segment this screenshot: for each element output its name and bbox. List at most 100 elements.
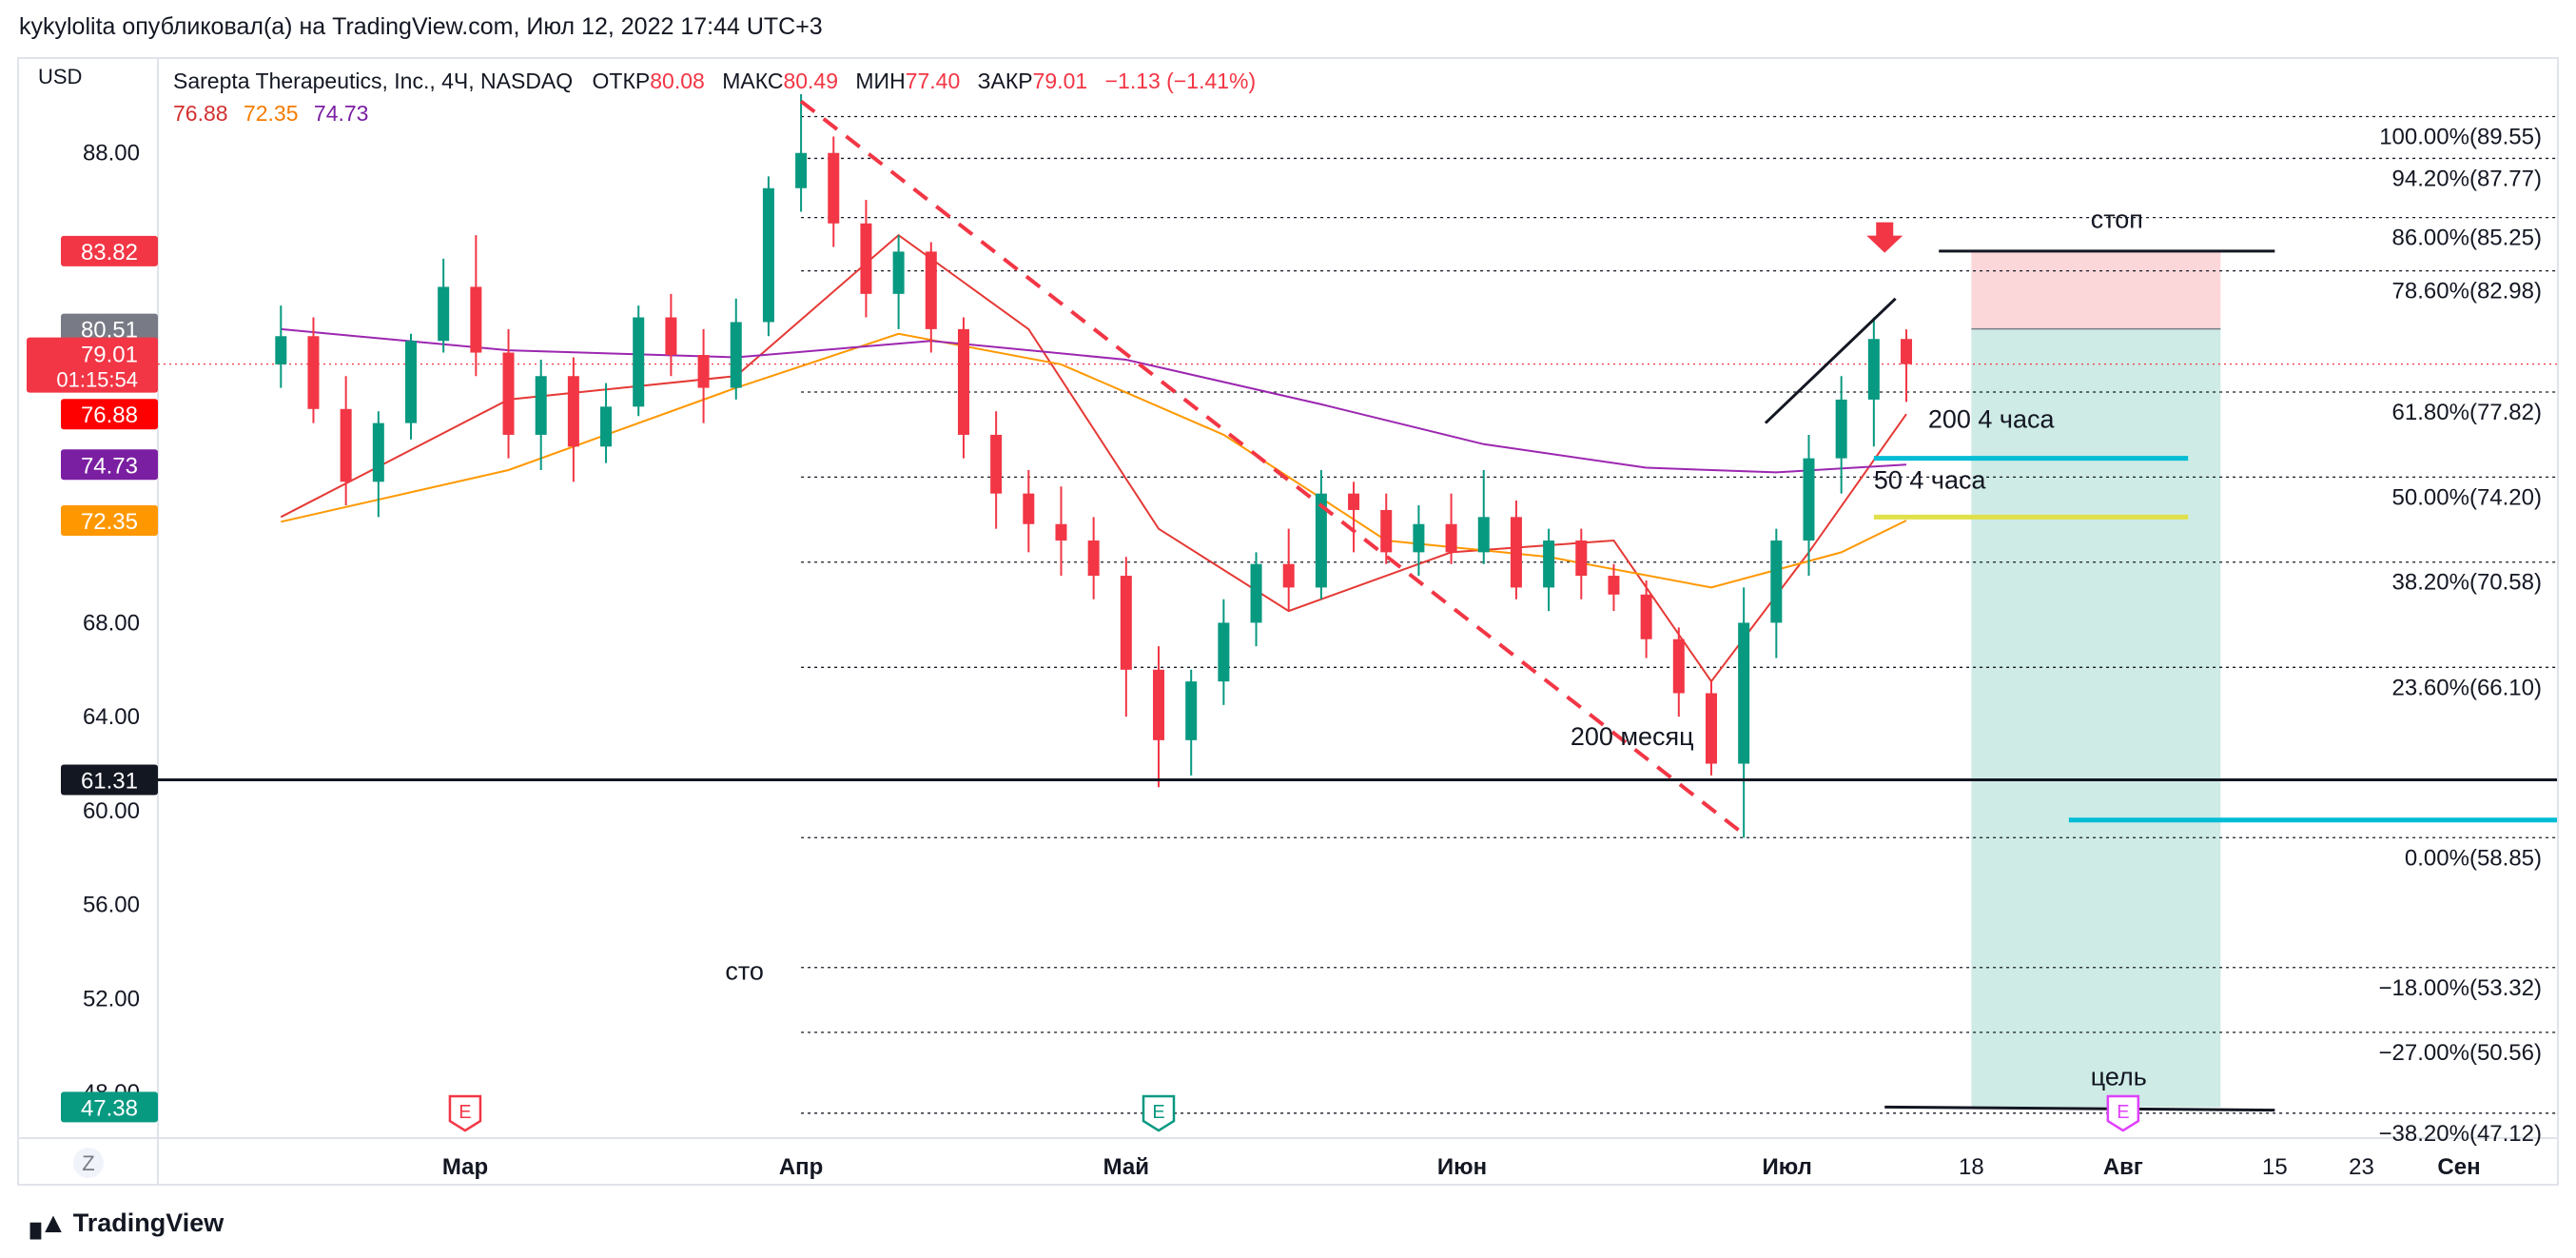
fib-levels[interactable]: 100.00%(89.55) 94.20%(87.77) 86.00%(85.25)…	[158, 115, 2557, 1147]
time-tick-label: Авг	[2103, 1154, 2143, 1180]
drawings[interactable]: стоп цель 200 4 часа 50 4 часа 200 месяц сто	[158, 99, 2557, 1112]
candle-body	[1413, 523, 1425, 553]
price-badge-label: 74.73	[81, 453, 138, 479]
candle-body	[1510, 517, 1522, 588]
candle-body	[275, 336, 287, 364]
price-badges: 83.8280.5179.0101:15:5476.8874.7372.3561…	[27, 235, 158, 1123]
earnings-icon[interactable]	[1142, 1094, 1176, 1132]
candle-body	[470, 286, 482, 353]
stop-zone[interactable]	[1971, 250, 2221, 329]
earnings-icon[interactable]	[448, 1094, 482, 1132]
candle-body	[990, 434, 1003, 494]
time-tick-label: 15	[2262, 1154, 2288, 1180]
ma200-month-label[interactable]: 200 месяц	[1571, 722, 1694, 751]
target-zone[interactable]	[1971, 328, 2221, 1108]
candle-body	[438, 286, 450, 342]
candle-body	[502, 352, 515, 435]
rising-line[interactable]	[1764, 297, 1897, 424]
ema-orange-line	[281, 332, 1907, 589]
time-tick-label: 18	[1959, 1154, 1984, 1180]
open-label: ОТКР	[593, 69, 651, 93]
candle-body	[957, 328, 969, 435]
price-badge-label: 76.88	[81, 403, 138, 428]
earnings-label: E	[2117, 1102, 2129, 1123]
price-badge-label: 72.35	[81, 509, 138, 535]
low-value: 77.40	[906, 69, 961, 93]
price-badge-label: 47.38	[81, 1095, 138, 1121]
earnings-label: E	[459, 1102, 471, 1123]
price-tick-label: 64.00	[83, 704, 140, 730]
publisher-line: kykylolita опубликовал(а) на TradingView…	[19, 13, 823, 40]
timezone-button-label: Z	[82, 1151, 94, 1175]
candle-body	[1867, 339, 1880, 400]
price-tick-label: 52.00	[83, 986, 140, 1012]
price-badge	[61, 235, 158, 266]
high-value: 80.49	[783, 69, 838, 93]
ma200-4h-label[interactable]: 200 4 часа	[1928, 405, 2056, 434]
price-badge	[27, 337, 158, 393]
target-label[interactable]: цель	[2091, 1063, 2147, 1091]
candle-body	[1380, 509, 1393, 553]
candle-body	[600, 406, 613, 447]
fib-level-label: −38.20%(47.12)	[2379, 1121, 2542, 1147]
candle-body	[535, 376, 547, 435]
candle-body	[892, 251, 905, 294]
time-tick-label: Сен	[2437, 1154, 2480, 1180]
ma50-4h-label[interactable]: 50 4 часа	[1874, 466, 1987, 495]
candle-body	[1640, 594, 1652, 639]
price-badge	[61, 1091, 158, 1123]
earnings-icon[interactable]	[2106, 1094, 2140, 1132]
tradingview-logo-icon: ▗▲	[19, 1208, 68, 1239]
target-line[interactable]	[1884, 1105, 2275, 1112]
price-badge-label: 83.82	[81, 240, 138, 265]
stop-label[interactable]: стоп	[2091, 206, 2143, 234]
candle-body	[372, 423, 384, 482]
candles	[275, 94, 1913, 838]
change-value: −1.13 (−1.41%)	[1105, 69, 1257, 93]
chart-frame[interactable]	[17, 57, 2559, 1186]
time-tick-label: Апр	[779, 1154, 824, 1180]
candle-body	[1445, 523, 1457, 553]
candle-body	[1218, 622, 1230, 682]
indicator-value-2: 72.35	[244, 101, 299, 126]
fib-level-label: −18.00%(53.32)	[2379, 975, 2542, 1001]
fib-level-label: 100.00%(89.55)	[2379, 124, 2542, 149]
candle-body	[1055, 523, 1067, 541]
candle-body	[828, 152, 840, 224]
sma-purple-line	[281, 327, 1907, 474]
candle-body	[1901, 339, 1913, 364]
time-ticks: Мар Апр Май Июн Июл 18 Авг 15 23 Сен	[442, 1154, 2481, 1180]
price-badge-label: 61.31	[81, 769, 138, 795]
candle-body	[1250, 563, 1262, 623]
position-zones[interactable]	[1971, 250, 2221, 1108]
time-tick-label: Июн	[1437, 1154, 1487, 1180]
time-tick-label: Май	[1103, 1154, 1149, 1180]
stray-label[interactable]: сто	[725, 957, 764, 986]
candle-body	[1770, 541, 1783, 623]
tradingview-brand[interactable]: ▗▲ TradingView	[19, 1207, 224, 1240]
low-label: МИН	[855, 69, 905, 93]
candle-body	[697, 355, 710, 388]
candle-body	[1282, 563, 1295, 588]
price-badge	[61, 764, 158, 796]
currency-label: USD	[38, 65, 82, 88]
fib-level-label: 38.20%(70.58)	[2392, 570, 2542, 596]
indicator-value-1: 76.88	[173, 101, 228, 126]
timezone-button[interactable]	[73, 1148, 104, 1178]
down-arrow-icon[interactable]	[1866, 222, 1903, 253]
candle-body	[1120, 576, 1132, 670]
candle-body	[567, 376, 579, 447]
price-badge	[61, 313, 158, 344]
fib-level-label: 86.00%(85.25)	[2392, 226, 2542, 251]
candle-body	[1543, 541, 1555, 588]
candle-body	[1023, 493, 1035, 524]
candle-body	[1348, 493, 1360, 510]
time-tick-label: Июл	[1763, 1154, 1812, 1180]
price-badge	[61, 399, 158, 430]
price-tick-label: 88.00	[83, 141, 140, 167]
candle-body	[795, 152, 808, 188]
time-tick-label: Мар	[442, 1154, 488, 1180]
close-label: ЗАКР	[978, 69, 1033, 93]
